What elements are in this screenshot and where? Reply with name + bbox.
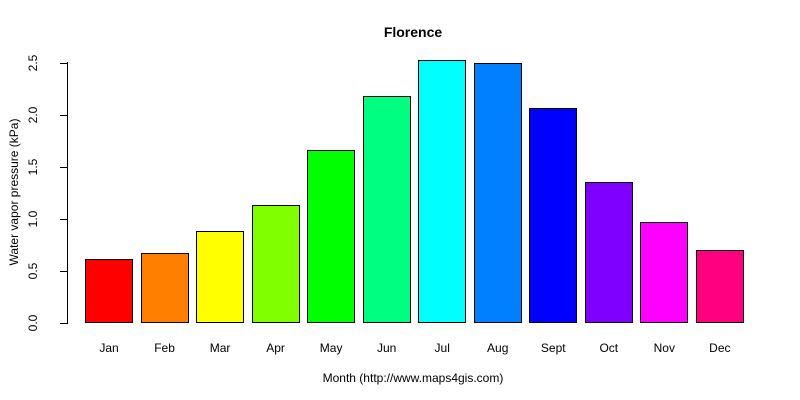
y-tick-label-text: 2.5 [26,54,40,72]
x-tick-label-mar: Mar [209,341,231,355]
chart-title: Florence [383,24,443,40]
x-tick-label-apr: Apr [266,341,285,355]
y-axis-title-text: Water vapor pressure (kPa) [7,118,21,266]
x-tick-label-aug: Aug [487,341,509,355]
bar-oct [584,182,633,323]
bar-feb [140,253,189,323]
y-axis-line [67,62,68,323]
bar-mar [196,231,245,323]
x-tick-label-jul: Jul [434,341,450,355]
bar-jan [85,259,133,323]
bar-nov [640,222,689,323]
x-axis-title: Month (http://www.maps4gis.com) [322,371,504,385]
bar-jun [362,96,411,323]
bar-may [307,150,356,323]
y-tick-label-text: 0.0 [26,314,40,332]
y-tick-mark [60,270,68,272]
bars-area [85,57,744,323]
y-tick-mark [60,322,68,324]
bar-aug [473,63,522,323]
x-tick-label-jan: Jan [99,341,119,355]
bar-sept [529,108,578,323]
y-tick-mark [60,218,68,220]
y-tick-mark [60,62,68,64]
x-tick-label-nov: Nov [653,341,675,355]
x-tick-label-feb: Feb [154,341,175,355]
y-tick-label-text: 1.5 [26,158,40,176]
x-tick-label-dec: Dec [709,341,731,355]
bar-apr [251,205,300,323]
y-tick-mark [60,114,68,116]
y-tick-label-text: 2.0 [26,106,40,124]
y-tick-label-text: 1.0 [26,210,40,228]
x-tick-label-sept: Sept [540,341,566,355]
y-tick-label-text: 0.5 [26,262,40,280]
y-tick-mark [60,166,68,168]
bar-jul [418,60,467,323]
x-axis-labels: Jan Feb Mar Apr May Jun Jul Aug Sept Oct Nov Dec [85,341,744,355]
x-tick-label-jun: Jun [376,341,397,355]
x-tick-label-oct: Oct [599,341,619,355]
x-tick-label-may: May [319,341,343,355]
bar-dec [695,250,744,323]
